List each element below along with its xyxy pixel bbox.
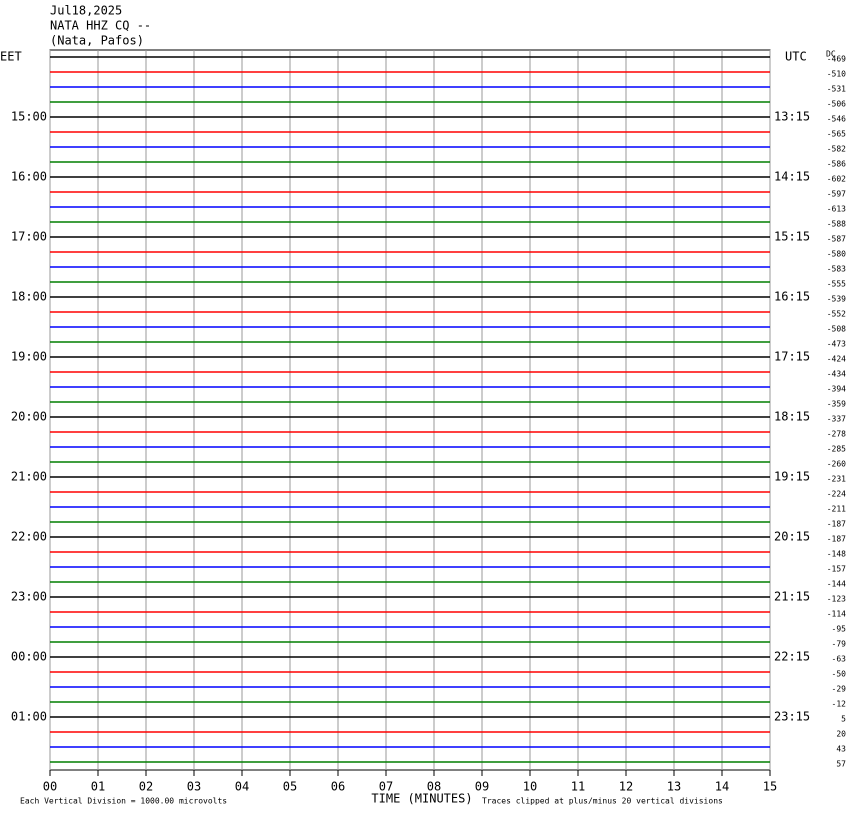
dc-offset: -148	[827, 550, 846, 559]
x-tick-label: 01	[91, 780, 105, 794]
x-axis-title: TIME (MINUTES)	[371, 792, 472, 806]
dc-offset: -588	[827, 220, 846, 229]
x-tick-label: 05	[283, 780, 297, 794]
dc-offset: -95	[832, 625, 847, 634]
utc-label: 15:15	[774, 230, 810, 244]
dc-offset: -187	[827, 520, 846, 529]
dc-offset: 5	[841, 715, 846, 724]
dc-offset: -597	[827, 190, 846, 199]
utc-label: 13:15	[774, 110, 810, 124]
eet-label: 16:00	[11, 170, 47, 184]
dc-offset: -123	[827, 595, 846, 604]
x-tick-label: 10	[523, 780, 537, 794]
utc-label: 21:15	[774, 590, 810, 604]
dc-offset: -394	[827, 385, 846, 394]
dc-offset: -434	[827, 370, 846, 379]
x-tick-label: 15	[763, 780, 777, 794]
dc-offset: -531	[827, 85, 846, 94]
utc-label: 14:15	[774, 170, 810, 184]
dc-offset: -539	[827, 295, 846, 304]
dc-offset: -424	[827, 355, 846, 364]
dc-offset: -469	[827, 55, 846, 64]
dc-offset: -50	[832, 670, 847, 679]
dc-offset: -582	[827, 145, 846, 154]
dc-offset: -79	[832, 640, 847, 649]
dc-offset: -157	[827, 565, 846, 574]
dc-offset: -473	[827, 340, 846, 349]
dc-offset: -602	[827, 175, 846, 184]
eet-label: 00:00	[11, 650, 47, 664]
dc-offset: 20	[836, 730, 846, 739]
dc-offset: -285	[827, 445, 846, 454]
title-station: NATA HHZ CQ --	[50, 19, 151, 33]
eet-label: 01:00	[11, 710, 47, 724]
dc-offset: -187	[827, 535, 846, 544]
dc-offset: -144	[827, 580, 846, 589]
x-tick-label: 04	[235, 780, 249, 794]
title-location: (Nata, Pafos)	[50, 34, 144, 48]
scale-note: Each Vertical Division = 1000.00 microvo…	[20, 797, 227, 806]
dc-offset: -224	[827, 490, 846, 499]
x-tick-label: 06	[331, 780, 345, 794]
utc-label: 16:15	[774, 290, 810, 304]
x-tick-label: 09	[475, 780, 489, 794]
eet-label: 15:00	[11, 110, 47, 124]
dc-offset: -565	[827, 130, 846, 139]
dc-offset: -555	[827, 280, 846, 289]
dc-offset: -552	[827, 310, 846, 319]
dc-offset: -510	[827, 70, 846, 79]
dc-offset: -580	[827, 250, 846, 259]
dc-offset: -508	[827, 325, 846, 334]
dc-offset: -29	[832, 685, 847, 694]
x-tick-label: 08	[427, 780, 441, 794]
utc-label: 20:15	[774, 530, 810, 544]
eet-label: 21:00	[11, 470, 47, 484]
eet-label: 20:00	[11, 410, 47, 424]
x-tick-label: 11	[571, 780, 585, 794]
eet-label: 19:00	[11, 350, 47, 364]
utc-label: 18:15	[774, 410, 810, 424]
dc-offset: -12	[832, 700, 847, 709]
dc-offset: -546	[827, 115, 846, 124]
left-zone: EET	[0, 50, 22, 64]
x-tick-label: 14	[715, 780, 729, 794]
plot-frame	[49, 49, 771, 771]
dc-offset: -260	[827, 460, 846, 469]
clip-note: Traces clipped at plus/minus 20 vertical…	[482, 797, 723, 806]
dc-offset: -359	[827, 400, 846, 409]
utc-label: 23:15	[774, 710, 810, 724]
x-tick-label: 12	[619, 780, 633, 794]
eet-label: 17:00	[11, 230, 47, 244]
title-date: Jul18,2025	[50, 4, 122, 18]
dc-offset: -63	[832, 655, 847, 664]
utc-label: 22:15	[774, 650, 810, 664]
utc-label: 19:15	[774, 470, 810, 484]
dc-offset: -114	[827, 610, 846, 619]
right-zone: UTC	[785, 50, 807, 64]
dc-offset: -506	[827, 100, 846, 109]
x-tick-label: 03	[187, 780, 201, 794]
dc-offset: -613	[827, 205, 846, 214]
dc-offset: 57	[836, 760, 846, 769]
x-tick-label: 13	[667, 780, 681, 794]
x-tick-label: 00	[43, 780, 57, 794]
dc-offset: -211	[827, 505, 846, 514]
eet-label: 22:00	[11, 530, 47, 544]
dc-offset: -231	[827, 475, 846, 484]
utc-label: 17:15	[774, 350, 810, 364]
eet-label: 23:00	[11, 590, 47, 604]
dc-header: DC	[826, 50, 836, 59]
eet-label: 18:00	[11, 290, 47, 304]
dc-offset: -586	[827, 160, 846, 169]
dc-offset: 43	[836, 745, 846, 754]
dc-offset: -583	[827, 265, 846, 274]
dc-offset: -278	[827, 430, 846, 439]
dc-offset: -337	[827, 415, 846, 424]
dc-offset: -587	[827, 235, 846, 244]
x-tick-label: 07	[379, 780, 393, 794]
x-tick-label: 02	[139, 780, 153, 794]
